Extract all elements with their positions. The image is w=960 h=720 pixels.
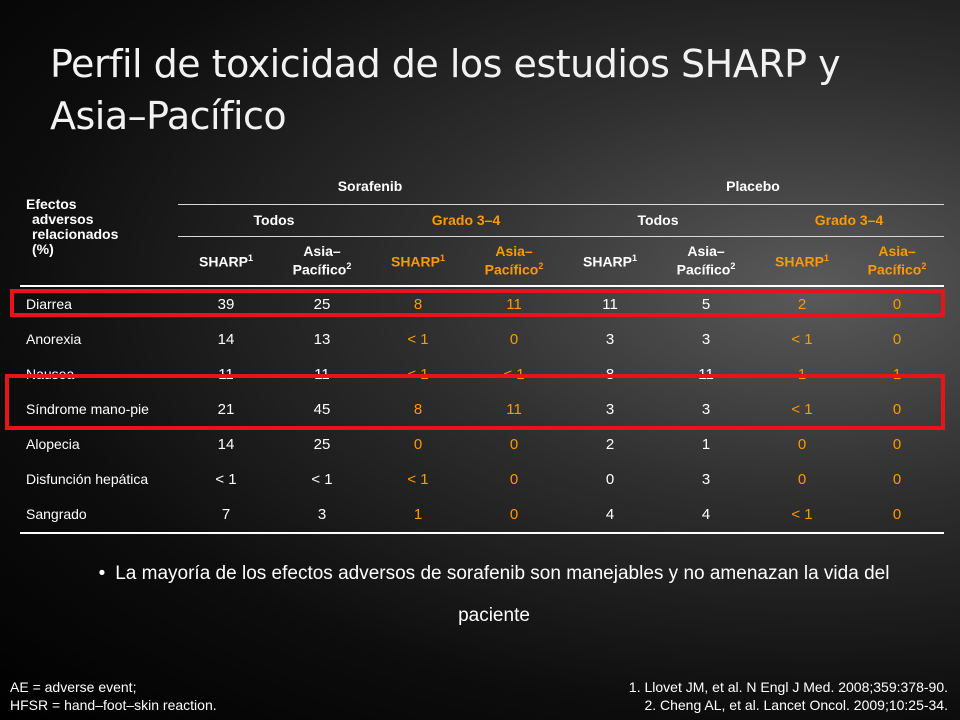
table-cell: 13 <box>313 331 331 348</box>
table-cell: 0 <box>413 436 423 453</box>
adverse-effect-name: Alopecia <box>26 436 80 452</box>
table-cell: 11 <box>602 296 618 313</box>
effect-column-header: Efectos adversos relacionados (%) <box>20 168 178 287</box>
table-cell: 3 <box>605 401 615 418</box>
study-header: SHARP1 <box>583 253 638 271</box>
table-cell: < 1 <box>791 331 813 348</box>
table-cell: 45 <box>313 401 331 418</box>
table-cell: 3 <box>701 401 711 418</box>
table-cell: 0 <box>605 471 615 488</box>
adverse-effect-name: Sangrado <box>20 497 178 534</box>
table-cell: < 1 <box>407 331 429 348</box>
table-cell: 0 <box>850 497 945 534</box>
table-cell: 0 <box>509 436 519 453</box>
table-cell: < 1 <box>791 401 813 418</box>
table-cell: 2 <box>797 296 807 313</box>
subgroup-header: Grado 3–4 <box>814 212 884 228</box>
table-cell: 8 <box>413 296 423 313</box>
footnote-references: 1. Llovet JM, et al. N Engl J Med. 2008;… <box>628 679 948 713</box>
table-cell: 39 <box>217 296 235 313</box>
highlight-box-sindrome-mano-pie <box>5 374 945 430</box>
study-header: Asia–Pacífico2 <box>484 242 544 278</box>
table-cell: 1 <box>701 436 711 453</box>
table-cell: < 1 <box>311 471 333 488</box>
table-row: Anorexia 14 13 < 1 0 3 3 < 1 0 <box>20 322 944 357</box>
table-cell: 0 <box>797 471 807 488</box>
table-cell: 3 <box>701 471 711 488</box>
table-cell: 3 <box>605 331 615 348</box>
group-header-placebo: Placebo <box>726 177 780 194</box>
highlight-box-diarrea <box>10 289 945 317</box>
table-cell: 3 <box>701 331 711 348</box>
subgroup-header: Todos <box>253 212 295 228</box>
subgroup-header: Todos <box>637 212 679 228</box>
table-row: Diarrea 39 25 8 11 11 5 2 0 <box>20 286 944 322</box>
table-row: Alopecia 14 25 0 0 2 1 0 0 <box>20 427 944 462</box>
adverse-effect-name: Diarrea <box>26 296 72 312</box>
table-cell: 25 <box>313 296 331 313</box>
study-header: SHARP1 <box>390 253 446 271</box>
table-row: Síndrome mano-pie 21 45 8 11 3 3 < 1 0 <box>20 392 944 427</box>
bullet-dot-icon: • <box>98 563 106 584</box>
table-cell: 4 <box>658 497 755 534</box>
table-cell: 0 <box>466 497 563 534</box>
footnote-abbreviations: AE = adverse event; HFSR = hand–foot–ski… <box>10 679 217 713</box>
toxicity-table: Efectos adversos relacionados (%) Sorafe… <box>20 168 945 534</box>
table-cell: 2 <box>605 436 615 453</box>
table-cell: 8 <box>413 401 423 418</box>
study-header: SHARP1 <box>198 253 254 271</box>
table-cell: < 1 <box>407 471 429 488</box>
table-cell: 11 <box>506 296 522 313</box>
study-header: Asia–Pacífico2 <box>867 242 927 278</box>
table-cell: 0 <box>892 331 902 348</box>
table-cell: 0 <box>509 331 519 348</box>
table-cell: 0 <box>892 471 902 488</box>
table-cell: 11 <box>506 401 522 418</box>
table-cell: 1 <box>370 497 466 534</box>
slide-title: Perfil de toxicidad de los estudios SHAR… <box>50 42 841 138</box>
table-cell: 0 <box>892 436 902 453</box>
adverse-effect-name: Síndrome mano-pie <box>26 401 149 417</box>
table-cell: < 1 <box>215 471 237 488</box>
table-cell: 4 <box>562 497 659 534</box>
table-cell: < 1 <box>754 497 851 534</box>
table-cell: 21 <box>217 401 235 418</box>
table-cell: 0 <box>892 401 902 418</box>
table-cell: 0 <box>892 296 902 313</box>
subgroup-header: Grado 3–4 <box>431 212 501 228</box>
study-header: Asia–Pacífico2 <box>676 242 736 278</box>
table-cell: 14 <box>217 331 235 348</box>
table-cell: 7 <box>178 497 274 534</box>
adverse-effect-name: Disfunción hepática <box>26 471 149 487</box>
study-header: Asia–Pacífico2 <box>292 242 352 278</box>
table-cell: 0 <box>797 436 807 453</box>
table-cell: 25 <box>313 436 331 453</box>
bullet-point: • La mayoría de los efectos adversos de s… <box>98 563 890 626</box>
table-cell: 0 <box>509 471 519 488</box>
study-header: SHARP1 <box>775 253 830 271</box>
table-cell: 3 <box>274 497 370 534</box>
table-row: Disfunción hepática < 1 < 1 < 1 0 0 3 0 0 <box>20 462 944 497</box>
table-cell: 14 <box>217 436 235 453</box>
table-cell: 5 <box>701 296 711 313</box>
group-header-sorafenib: Sorafenib <box>337 177 403 194</box>
adverse-effect-name: Anorexia <box>26 331 82 347</box>
